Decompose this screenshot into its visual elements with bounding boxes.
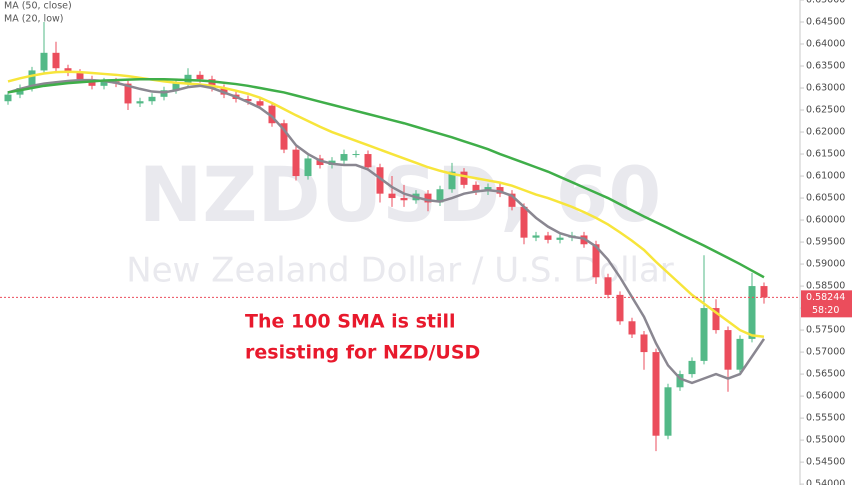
- candle-body: [472, 184, 480, 192]
- annotation: resisting for NZD/USD: [245, 342, 480, 364]
- candle-body: [256, 101, 264, 106]
- candle-body: [292, 149, 300, 177]
- candle-body: [400, 198, 408, 201]
- y-tick-label: 0.56500: [806, 369, 845, 380]
- y-tick-label: 0.60000: [806, 215, 845, 226]
- candle-body: [4, 94, 12, 102]
- moving-average-line: [7, 77, 765, 279]
- candle-body: [676, 374, 684, 388]
- candle-body: [556, 237, 564, 240]
- y-tick-label: 0.59000: [806, 259, 845, 270]
- candle-body: [688, 360, 696, 375]
- annotation: The 100 SMA is still: [245, 311, 456, 333]
- candle-body: [640, 334, 648, 353]
- y-tick-label: 0.64000: [806, 39, 845, 50]
- y-tick-label: 0.59500: [806, 237, 845, 248]
- y-tick-label: 0.55000: [806, 435, 845, 446]
- candle-body: [352, 154, 360, 156]
- candle-body: [544, 235, 552, 240]
- y-tick-label: 0.56000: [806, 391, 845, 402]
- y-tick-label: 0.55500: [806, 413, 845, 424]
- candle-body: [304, 158, 312, 177]
- candle-body: [736, 338, 744, 370]
- y-tick-label: 0.57500: [806, 325, 845, 336]
- y-tick-label: 0.63500: [806, 61, 845, 72]
- candle-body: [748, 286, 756, 339]
- candle-body: [196, 74, 204, 80]
- candle-body: [448, 171, 456, 190]
- y-tick-label: 0.65000: [806, 0, 845, 6]
- candle-body: [652, 352, 660, 436]
- candle-body: [508, 193, 516, 207]
- candle-body: [616, 294, 624, 322]
- watermark-description: New Zealand Dollar / U.S. Dollar: [126, 251, 674, 291]
- candle-body: [628, 321, 636, 335]
- candle-body: [424, 193, 432, 203]
- candle-body: [340, 154, 348, 161]
- candle-body: [592, 244, 600, 278]
- candle-body: [376, 167, 384, 194]
- candle-body: [52, 52, 60, 69]
- candle-body: [436, 189, 444, 203]
- candle-body: [136, 101, 144, 104]
- candle-body: [724, 330, 732, 370]
- candle-body: [64, 68, 72, 73]
- legend-entry: MA (50, close): [4, 1, 72, 12]
- moving-average-line: [7, 78, 766, 385]
- y-tick-label: 0.61000: [806, 171, 845, 182]
- countdown-label: 58:20: [812, 305, 839, 316]
- candle-body: [388, 193, 396, 199]
- y-tick-label: 0.64500: [806, 17, 845, 28]
- candle-body: [364, 154, 372, 168]
- candle-body: [700, 308, 708, 361]
- y-tick-label: 0.54000: [806, 479, 845, 485]
- candle-body: [40, 52, 48, 71]
- y-tick-label: 0.61500: [806, 149, 845, 160]
- last-price-box: [801, 290, 852, 318]
- legend-entry: MA (20, low): [4, 14, 63, 25]
- y-tick-label: 0.62500: [806, 105, 845, 116]
- y-tick-label: 0.63000: [806, 83, 845, 94]
- candle-body: [664, 387, 672, 436]
- candle-body: [460, 171, 468, 185]
- candle-body: [124, 83, 132, 104]
- candle-body: [100, 81, 108, 86]
- candle-body: [532, 235, 540, 238]
- candle-body: [76, 72, 84, 80]
- last-price-label: 0.58244: [806, 292, 845, 303]
- candle-body: [148, 96, 156, 102]
- candle-body: [28, 70, 36, 89]
- y-tick-label: 0.62000: [806, 127, 845, 138]
- y-tick-label: 0.57000: [806, 347, 845, 358]
- candle-body: [604, 277, 612, 295]
- y-tick-label: 0.54500: [806, 457, 845, 468]
- candle-body: [268, 105, 276, 124]
- candle-body: [208, 79, 216, 89]
- watermark-symbol: NZDUSD, 60: [139, 150, 661, 239]
- candle-body: [172, 83, 180, 91]
- candle-body: [760, 286, 768, 298]
- candle-body: [244, 99, 252, 102]
- candle-body: [520, 206, 528, 238]
- y-tick-label: 0.60500: [806, 193, 845, 204]
- candle-body: [712, 308, 720, 331]
- moving-average-line: [7, 70, 765, 338]
- candle-body: [280, 123, 288, 150]
- y-tick-label: 0.58500: [806, 281, 845, 292]
